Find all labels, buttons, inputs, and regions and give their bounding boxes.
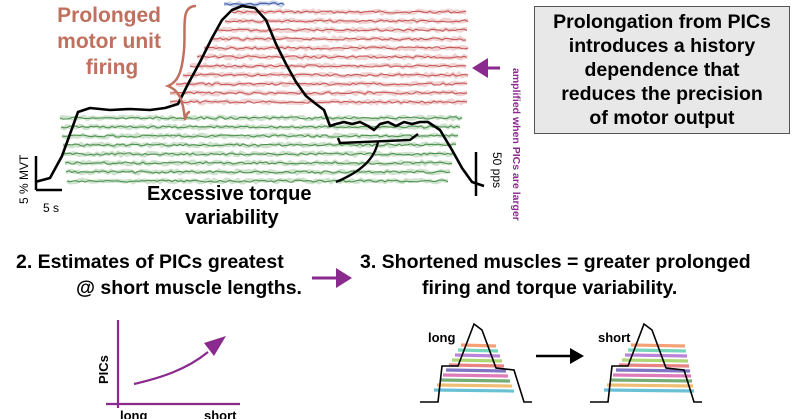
long-unit-trace	[460, 343, 497, 348]
firing-trace-red	[182, 73, 469, 77]
firing-trace-green	[61, 134, 459, 138]
comparison-arrow	[536, 348, 584, 364]
short-unit-trace	[621, 358, 689, 363]
long-unit-trace	[439, 378, 511, 383]
short-unit-trace	[603, 388, 695, 393]
firing-trace-red	[175, 82, 468, 86]
long-torque-trace	[420, 322, 532, 403]
variability-bracket	[336, 133, 419, 145]
short-unit-trace	[606, 383, 694, 388]
firing-trace-red	[169, 100, 468, 104]
firing-trace-red	[217, 28, 468, 32]
prolonged-label: Prolonged motor unit firing	[57, 4, 167, 79]
scale-x-label: 5 s	[43, 201, 59, 215]
short-unit-trace	[615, 368, 691, 373]
pic-curve	[133, 351, 209, 386]
pic-xtick-left: long	[120, 408, 147, 419]
scale-right-label: 50 pps	[490, 152, 504, 188]
short-torque-trace	[590, 322, 702, 403]
short-unit-trace	[627, 348, 687, 353]
firing-trace-red	[196, 55, 468, 59]
mini-trace-short	[590, 322, 702, 403]
firing-trace-green	[65, 170, 451, 174]
mini-trace-long	[420, 322, 532, 403]
variability-pointer	[335, 141, 380, 184]
info-box: Prolongation from PICs introduces a hist…	[534, 6, 790, 134]
panel2-title: 2. Estimates of PICs greatest @ short mu…	[16, 251, 302, 299]
info-box-text: Prolongation from PICs introduces a hist…	[553, 11, 771, 129]
panel3-label-long: long	[428, 330, 455, 345]
firing-traces	[59, 0, 470, 186]
firing-trace-red	[169, 91, 468, 95]
firing-trace-green	[64, 161, 453, 165]
firing-trace-green	[60, 125, 461, 129]
long-unit-trace	[445, 368, 507, 373]
prolonged-brace	[164, 4, 197, 121]
firing-trace-green	[63, 152, 455, 156]
pic-ylabel: PICs	[96, 355, 111, 384]
long-unit-trace	[442, 373, 509, 378]
short-unit-trace	[618, 363, 690, 368]
pic-curve-arrowhead	[204, 336, 226, 356]
firing-trace-red	[210, 37, 467, 41]
firing-trace-blue	[223, 2, 285, 6]
flow-arrow	[312, 268, 352, 288]
short-unit-trace	[612, 373, 692, 378]
torque-trace	[34, 4, 485, 188]
pic-graph	[106, 320, 240, 408]
panel3-label-short: short	[598, 330, 631, 345]
scale-bar-left	[34, 156, 62, 192]
firing-trace-red	[203, 46, 469, 50]
pic-xtick-right: short	[204, 408, 237, 419]
amplified-note: amplified when PICs are larger	[510, 68, 522, 221]
firing-trace-red	[231, 10, 467, 14]
firing-trace-green	[63, 143, 457, 147]
firing-trace-green	[59, 116, 463, 120]
amplify-arrow	[472, 58, 500, 78]
long-unit-trace	[433, 388, 515, 393]
panel3-title: 3. Shortened muscles = greater prolonged…	[360, 251, 756, 299]
short-unit-trace	[624, 353, 688, 358]
short-unit-trace	[609, 378, 693, 383]
long-unit-trace	[436, 383, 513, 388]
firing-trace-green	[66, 179, 449, 183]
firing-trace-red	[189, 64, 467, 68]
excessive-label: Excessive torque variability	[147, 183, 317, 229]
scale-y-label: 5 % MVT	[17, 154, 31, 204]
